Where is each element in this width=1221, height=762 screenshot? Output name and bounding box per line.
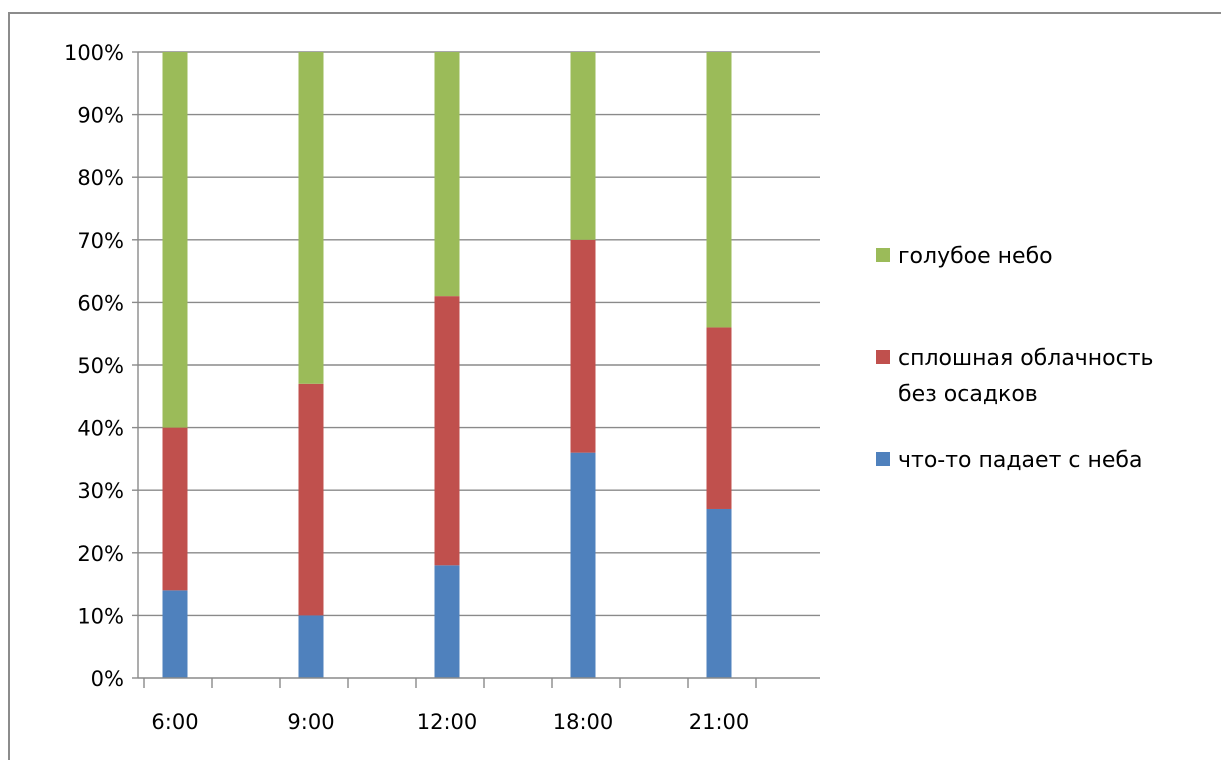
gridlines — [138, 51, 820, 617]
bar-segment-3 — [162, 52, 188, 428]
legend-swatch — [876, 350, 890, 364]
bar-segment-1 — [570, 452, 596, 678]
y-tick-label: 100% — [64, 41, 124, 65]
legend-label: что-то падает с неба — [898, 448, 1142, 473]
bars — [162, 52, 732, 678]
y-tick-label: 0% — [91, 667, 124, 691]
x-tick-label: 6:00 — [151, 710, 198, 734]
y-tick-label: 50% — [77, 354, 124, 378]
bar-segment-2 — [162, 427, 188, 591]
legend-label: голубое небо — [898, 244, 1053, 269]
bar-segment-3 — [570, 52, 596, 240]
y-tick-label: 20% — [77, 542, 124, 566]
bar-segment-2 — [570, 239, 596, 453]
bar-segment-1 — [298, 615, 324, 678]
stacked-bar-chart: 0% 10% 20% 30% 40% 50% 60% 70% 80% 90% 100% 6:00 9:… — [64, 41, 1154, 734]
x-tick-label: 9:00 — [287, 710, 334, 734]
y-tick-label: 90% — [77, 104, 124, 128]
y-tick-label: 70% — [77, 229, 124, 253]
y-tick-label: 40% — [77, 417, 124, 441]
bar-segment-2 — [298, 383, 324, 616]
legend-swatch — [876, 248, 890, 262]
legend-label: сплошная облачность — [898, 346, 1154, 371]
y-tick-label: 60% — [77, 291, 124, 315]
bar-segment-2 — [434, 296, 460, 566]
x-axis-tick-labels: 6:00 9:00 12:00 18:00 21:00 — [151, 710, 749, 734]
legend-swatch — [876, 452, 890, 466]
x-tick-label: 18:00 — [553, 710, 614, 734]
x-tick-label: 12:00 — [417, 710, 478, 734]
legend: голубое небо сплошная облачность без осадк… — [876, 244, 1154, 473]
x-tick-label: 21:00 — [689, 710, 750, 734]
bar-segment-3 — [706, 52, 732, 328]
legend-label: без осадков — [898, 382, 1038, 407]
y-tick-label: 80% — [77, 166, 124, 190]
y-tick-label: 10% — [77, 604, 124, 628]
bar-segment-3 — [298, 52, 324, 384]
bar-segment-1 — [434, 565, 460, 678]
y-tick-label: 30% — [77, 479, 124, 503]
axes — [132, 51, 820, 688]
bar-segment-3 — [434, 52, 460, 297]
bar-segment-1 — [706, 508, 732, 678]
bar-segment-2 — [706, 327, 732, 509]
y-axis-tick-labels: 0% 10% 20% 30% 40% 50% 60% 70% 80% 90% 100% — [64, 41, 124, 691]
chart-frame: 0% 10% 20% 30% 40% 50% 60% 70% 80% 90% 100% 6:00 9:… — [8, 12, 1221, 760]
bar-segment-1 — [162, 590, 188, 678]
